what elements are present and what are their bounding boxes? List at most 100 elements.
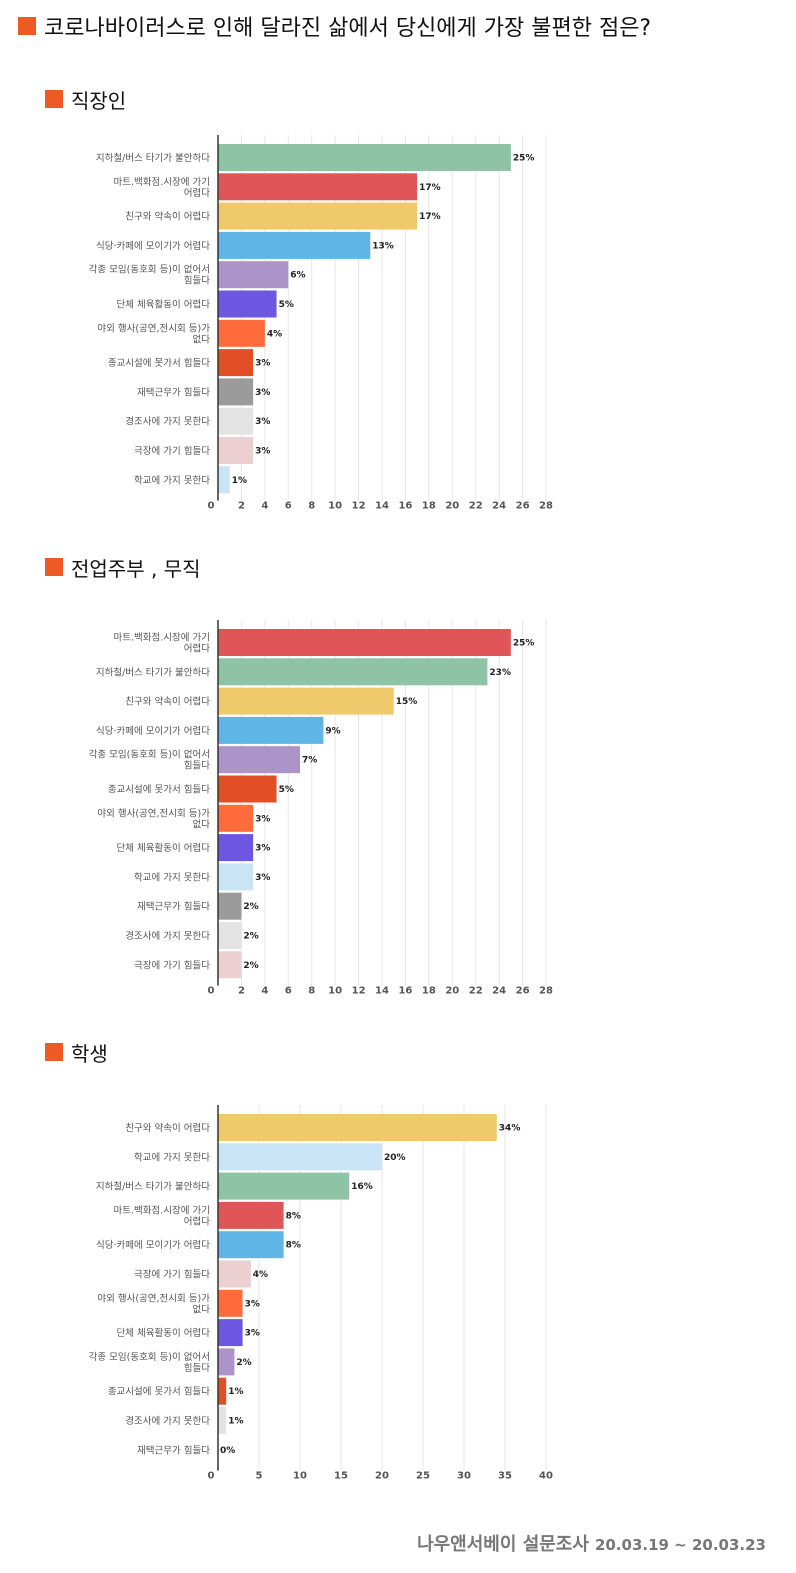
- category-label: 극장에 가기 힘들다: [134, 446, 210, 457]
- value-label: 5%: [279, 785, 294, 795]
- bar: [218, 1407, 227, 1434]
- x-tick-label: 24: [492, 501, 506, 512]
- section-title-text: 학생: [71, 1041, 108, 1066]
- x-tick-label: 8: [308, 501, 315, 512]
- category-label: 학교에 가지 못한다: [134, 872, 210, 883]
- bar: [218, 687, 394, 715]
- category-label: 식당·카페에 모이기가 어렵다: [96, 726, 210, 737]
- category-label: 야외 행사(공연,전시회 등)가 없다: [97, 322, 210, 345]
- bar: [218, 716, 324, 744]
- x-tick-label: 35: [498, 1471, 512, 1482]
- x-tick-label: 2: [238, 986, 245, 997]
- x-tick-label: 10: [293, 1471, 307, 1482]
- x-tick-label: 2: [238, 501, 245, 512]
- x-tick-label: 6: [285, 501, 292, 512]
- x-tick-label: 14: [375, 986, 389, 997]
- value-label: 34%: [499, 1124, 521, 1134]
- x-tick-label: 20: [445, 501, 459, 512]
- bar: [218, 1143, 382, 1171]
- bar: [218, 746, 300, 774]
- value-label: 9%: [325, 726, 340, 736]
- chart-homemakers: 마트.백화점.시장에 가기 어렵다 25%지하철/버스 타기가 불안하다 23%친구와…: [89, 620, 553, 997]
- footer-brand: 나우앤서베이 설문조사: [417, 1534, 589, 1555]
- category-label: 친구와 약속이 어렵다: [125, 211, 210, 223]
- page-title: 코로나바이러스로 인해 달라진 삶에서 당신에게 가장 불편한 점은?: [18, 8, 651, 44]
- bar: [218, 1377, 227, 1405]
- value-label: 3%: [245, 1299, 260, 1309]
- x-tick-label: 16: [398, 986, 412, 997]
- value-label: 3%: [255, 873, 270, 883]
- value-label: 13%: [372, 241, 394, 251]
- value-label: 3%: [255, 388, 270, 398]
- bar: [218, 1319, 243, 1347]
- category-label: 지하철/버스 타기가 불안하다: [96, 1181, 210, 1193]
- category-label-line: 야외 행사(공연,전시회 등)가: [97, 807, 210, 819]
- x-tick-label: 4: [261, 501, 268, 512]
- value-label: 6%: [290, 271, 305, 281]
- category-label: 경조사에 가지 못한다: [125, 1415, 210, 1427]
- x-tick-label: 28: [539, 986, 553, 997]
- value-label: 8%: [286, 1241, 301, 1251]
- bar: [218, 1201, 284, 1229]
- x-tick-label: 0: [208, 501, 215, 512]
- category-label-line: 어렵다: [184, 1216, 210, 1227]
- category-label: 재택근무가 힘들다: [137, 902, 210, 913]
- bar: [218, 261, 289, 289]
- category-label: 각종 모임(동호회 등)이 없어서 힘들다: [89, 1351, 211, 1374]
- x-tick-label: 5: [256, 1471, 263, 1482]
- bar: [218, 658, 488, 686]
- value-label: 5%: [279, 300, 294, 310]
- value-label: 3%: [255, 844, 270, 854]
- bar: [218, 202, 418, 230]
- category-label: 극장에 가기 힘들다: [134, 1270, 210, 1281]
- category-label-line: 없다: [193, 818, 211, 830]
- value-label: 0%: [220, 1446, 235, 1456]
- x-tick-label: 26: [516, 986, 530, 997]
- bar: [218, 1172, 350, 1200]
- bar: [218, 804, 254, 832]
- category-label: 단체 체육활동이 어렵다: [117, 842, 211, 854]
- value-label: 1%: [232, 476, 247, 486]
- bar: [218, 775, 277, 803]
- bar: [218, 144, 511, 171]
- value-label: 2%: [243, 932, 258, 942]
- category-label: 학교에 가지 못한다: [134, 475, 210, 486]
- category-label: 지하철/버스 타기가 불안하다: [96, 666, 210, 678]
- value-label: 2%: [236, 1358, 251, 1368]
- x-tick-label: 28: [539, 501, 553, 512]
- category-label: 식당·카페에 모이기가 어렵다: [96, 1240, 210, 1251]
- x-tick-label: 22: [469, 501, 483, 512]
- bar: [218, 437, 254, 464]
- category-label: 종교시설에 못가서 힘들다: [108, 1387, 210, 1398]
- value-label: 3%: [255, 814, 270, 824]
- section-title-students: 학생: [45, 1037, 108, 1067]
- value-label: 7%: [302, 756, 317, 766]
- x-tick-label: 14: [375, 501, 389, 512]
- x-tick-label: 16: [398, 501, 412, 512]
- value-label: 15%: [396, 697, 418, 707]
- category-label-line: 각종 모임(동호회 등)이 없어서: [89, 1351, 210, 1363]
- category-label-line: 야외 행사(공연,전시회 등)가: [97, 1292, 210, 1304]
- bar: [218, 1289, 243, 1317]
- bar: [218, 951, 242, 979]
- category-label: 각종 모임(동호회 등)이 없어서 힘들다: [89, 264, 211, 287]
- footer: 나우앤서베이 설문조사 20.03.19 ~ 20.03.23: [417, 1530, 766, 1556]
- category-label: 재택근무가 힘들다: [137, 1445, 210, 1456]
- value-label: 17%: [419, 212, 441, 222]
- x-tick-label: 10: [328, 501, 342, 512]
- bar: [218, 922, 242, 949]
- x-tick-label: 12: [352, 501, 366, 512]
- bar: [218, 349, 254, 377]
- value-label: 16%: [351, 1182, 373, 1192]
- category-label-line: 마트.백화점.시장에 가기: [114, 632, 210, 644]
- category-label: 식당·카페에 모이기가 어렵다: [96, 241, 210, 252]
- x-tick-label: 15: [334, 1471, 348, 1482]
- category-label: 마트.백화점.시장에 가기 어렵다: [114, 176, 211, 199]
- x-tick-label: 25: [416, 1471, 430, 1482]
- value-label: 17%: [419, 183, 441, 193]
- x-tick-label: 22: [469, 986, 483, 997]
- x-tick-label: 0: [208, 986, 215, 997]
- title-marker-icon: [18, 17, 36, 35]
- category-label-line: 없다: [193, 1303, 211, 1315]
- category-label: 학교에 가지 못한다: [134, 1152, 210, 1163]
